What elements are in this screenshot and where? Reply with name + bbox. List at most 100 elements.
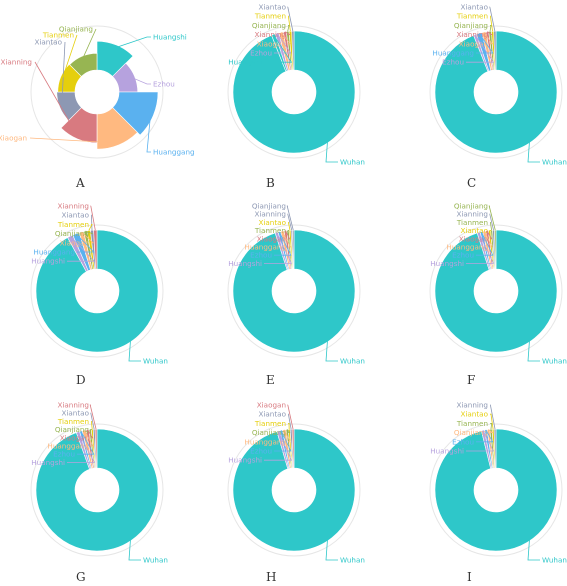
leader-line: [67, 431, 96, 463]
leader-line: [285, 230, 291, 240]
slice-wuhan: [232, 30, 356, 154]
leader-line: [283, 429, 291, 443]
slice-label: Qianjiang: [59, 25, 93, 34]
guide-ring: [429, 423, 563, 557]
slice-label: Wuhan: [542, 357, 567, 366]
slice-label: Xiaogan: [459, 234, 488, 243]
leader-line: [476, 429, 494, 443]
leader-line: [325, 539, 338, 561]
slice-label: Wuhan: [340, 158, 365, 167]
slice-xianning: [93, 229, 98, 270]
panel-letter: G: [76, 570, 86, 584]
slice-label: Tianmen: [254, 419, 286, 428]
guide-ring: [30, 224, 164, 358]
slice-wuhan: [434, 229, 558, 353]
slice-label: Xiaogan: [0, 134, 27, 143]
panel-letter: H: [266, 570, 276, 584]
slice-label: Xiantao: [258, 3, 286, 12]
leader-line: [91, 214, 93, 231]
slice-label: Xiaogan: [257, 401, 286, 410]
leader-line: [489, 213, 494, 231]
slice-label: Xiantao: [61, 409, 89, 418]
leader-line: [85, 230, 93, 235]
slice-label: Xianning: [456, 401, 488, 410]
panel-i: Wuhan XianningXiantaoTianmenQianjiangEzho…: [429, 401, 567, 584]
slice-label: Qianjiang: [454, 21, 488, 30]
slice-label: Qianjiang: [55, 229, 89, 238]
panel-d: Wuhan XianningXiantaoTianmenQianjiangXiao…: [30, 202, 168, 387]
leader-line: [476, 33, 494, 54]
guide-ring: [429, 224, 563, 358]
slice-label: Xiantao: [258, 218, 286, 227]
panel-letter: C: [467, 176, 476, 190]
slice-label: Ezhou: [442, 58, 464, 67]
slice-label: Qianjiang: [454, 202, 488, 211]
slice-xianning: [60, 107, 98, 144]
leader-line: [287, 24, 290, 32]
slice-label: Huanggang: [33, 248, 75, 257]
slice-label: Qianjiang: [454, 428, 488, 437]
leader-line: [527, 141, 540, 163]
slice-label: Wuhan: [143, 357, 168, 366]
leader-line: [486, 230, 493, 240]
leader-line: [62, 34, 78, 78]
slice-label: Wuhan: [143, 556, 168, 565]
leader-line: [490, 422, 493, 430]
leader-line: [34, 61, 79, 138]
panel-c: Wuhan XiantaoTianmenQianjiangXianningXiao…: [429, 3, 567, 190]
slice-qianjiang: [69, 53, 98, 77]
leader-line: [131, 77, 151, 85]
slice-label: Huanggang: [244, 243, 286, 252]
leader-line: [483, 31, 493, 45]
leader-line: [61, 41, 66, 107]
slice-label: Xiantao: [460, 3, 488, 12]
leader-line: [87, 429, 94, 439]
slice-label: Huangshi: [31, 257, 65, 266]
slice-label: Huanggang: [244, 437, 286, 446]
slice-label: Xiaogan: [60, 238, 89, 247]
guide-ring: [30, 423, 164, 557]
slice-label: Xianning: [254, 30, 286, 39]
leader-line: [128, 340, 141, 362]
leader-line: [487, 31, 493, 35]
slice-label: Ezhou: [452, 437, 474, 446]
slice-wuhan: [232, 428, 356, 552]
leader-line: [81, 231, 95, 244]
panel-letter: B: [266, 176, 275, 190]
slice-label: Huangshi: [31, 458, 65, 467]
leader-line: [29, 137, 119, 144]
slice-label: Xiaogan: [459, 39, 488, 48]
slice-huangshi: [96, 40, 134, 77]
leader-line: [90, 412, 95, 430]
slice-label: Tianmen: [254, 226, 286, 235]
slice-label: Xianning: [456, 210, 488, 219]
slice-label: Qianjiang: [252, 202, 286, 211]
leader-line: [466, 430, 495, 452]
slice-label: Wuhan: [340, 357, 365, 366]
leader-line: [490, 413, 494, 430]
leader-line: [466, 34, 495, 63]
slice-label: Huangshi: [430, 259, 464, 268]
panel-letter: I: [467, 570, 472, 584]
slice-label: Xiaogan: [257, 234, 286, 243]
leader-line: [488, 205, 496, 231]
panel-f: Wuhan QianjiangXianningTianmenXiantaoXiao…: [429, 202, 567, 387]
leader-line: [274, 231, 292, 256]
panel-b: Wuhan XiantaoTianmenQianjiangXianningXiao…: [227, 3, 365, 190]
slice-label: Ezhou: [250, 447, 272, 456]
leader-line: [288, 221, 291, 231]
slice-label: Wuhan: [542, 556, 567, 565]
leader-line: [282, 230, 291, 248]
leader-line: [274, 430, 292, 452]
slice-wuhan: [232, 229, 356, 353]
slice-label: Qianjiang: [55, 425, 89, 434]
slice-label: Ezhou: [53, 450, 75, 459]
slice-label: Huanggang: [153, 148, 195, 157]
slice-wuhan: [35, 428, 159, 552]
slice-label: Huangshi: [153, 33, 187, 42]
slice-label: Xianning: [456, 30, 488, 39]
leader-line: [288, 422, 290, 430]
leader-line: [82, 28, 97, 59]
slice-label: Tianmen: [254, 12, 286, 21]
slice-label: Wuhan: [542, 158, 567, 167]
